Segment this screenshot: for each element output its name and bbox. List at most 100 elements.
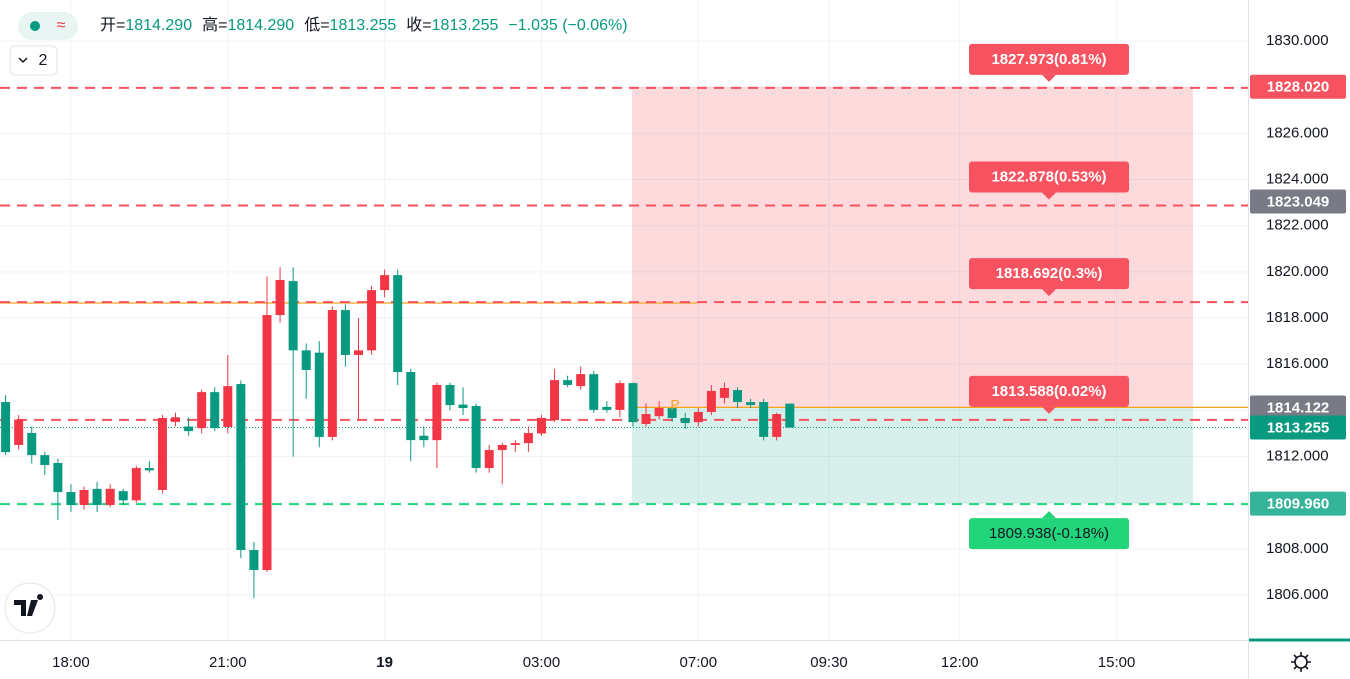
zone	[632, 86, 1193, 408]
candle-body	[667, 408, 677, 418]
candle-body	[157, 417, 167, 490]
candle-body	[249, 549, 259, 571]
ohlc-header: 开=1814.290 高=1814.290 低=1813.255 收=1813.255…	[100, 16, 628, 34]
candle-body	[497, 444, 507, 451]
candle-body	[445, 384, 455, 406]
y-tick-label: 1816.000	[1266, 355, 1329, 372]
x-tick-label: 19	[376, 654, 393, 671]
candle-body	[654, 408, 664, 417]
x-tick-label: 09:30	[810, 654, 848, 671]
candle-body	[1, 402, 11, 453]
candle-body	[746, 402, 756, 406]
target-pointer	[1042, 74, 1056, 82]
target-bubble	[969, 375, 1129, 407]
candle-body	[367, 290, 377, 351]
candle-body	[327, 309, 337, 437]
y-tick-label: 1826.000	[1266, 124, 1329, 141]
y-tick-label: 1806.000	[1266, 586, 1329, 603]
zone	[632, 407, 1193, 504]
candle-body	[275, 279, 285, 316]
candle-body	[628, 383, 638, 423]
candle-body	[171, 417, 181, 422]
y-tick-label: 1830.000	[1266, 32, 1329, 49]
time-axis: 18:00 21:00 19 03:00 07:00 09:30 12:00 15:00	[52, 654, 1135, 671]
candle-body	[733, 390, 743, 403]
candle-body	[772, 414, 782, 437]
x-tick-label: 12:00	[941, 654, 979, 671]
y-tick-label: 1808.000	[1266, 540, 1329, 557]
candle-body	[393, 275, 403, 373]
ohlc-label: 高=	[202, 16, 227, 34]
price-tag	[1250, 491, 1346, 516]
candle-body	[262, 315, 272, 571]
candle-body	[53, 462, 63, 493]
candle-body	[301, 350, 311, 370]
target-label: 1818.692(0.3%)	[996, 265, 1103, 282]
candle-body	[105, 488, 115, 505]
price-tag-label: 1828.020	[1267, 79, 1330, 96]
target-pointer	[1042, 289, 1056, 297]
candle-body	[563, 380, 573, 385]
candle-body	[92, 488, 102, 505]
zones	[632, 86, 1193, 504]
candle-body	[719, 387, 729, 398]
status-pill[interactable]	[18, 12, 78, 40]
target-bubble	[969, 258, 1129, 290]
candle-body	[288, 281, 298, 351]
ohlc-value: 1814.290	[227, 17, 294, 34]
candle-body	[576, 374, 586, 387]
lines	[0, 86, 1248, 506]
y-tick-label: 1824.000	[1266, 171, 1329, 188]
y-tick-label: 1822.000	[1266, 217, 1329, 234]
price-tag	[1250, 395, 1346, 420]
x-tick-label: 18:00	[52, 654, 90, 671]
overlays: 1827.973(0.81%) 1822.878(0.53%) 1818.692(0…	[969, 43, 1129, 550]
candle-body	[458, 404, 468, 409]
status-dot	[30, 21, 40, 31]
target-pointer	[1042, 511, 1056, 519]
candle-body	[131, 468, 141, 501]
target-bubble	[969, 161, 1129, 193]
settings-spokes	[1291, 652, 1311, 672]
candle-body	[615, 383, 625, 410]
candle-body	[419, 435, 429, 441]
price-tag-label: 1814.122	[1267, 400, 1330, 417]
candle-body	[340, 309, 350, 355]
ohlc-label: 收=	[406, 16, 431, 34]
marker: P	[670, 397, 679, 413]
candle-body	[380, 275, 390, 291]
target-bubble	[969, 43, 1129, 75]
candle-body	[484, 450, 494, 469]
x-tick-label: 03:00	[523, 654, 561, 671]
candle-body	[79, 489, 89, 505]
price-tag	[1250, 74, 1346, 99]
ohlc-value: 1813.255	[432, 17, 499, 34]
candle-body	[693, 411, 703, 423]
candles	[1, 267, 795, 598]
target-label: 1813.588(0.02%)	[991, 383, 1106, 400]
price-tag-label: 1823.049	[1267, 193, 1330, 210]
target-label: 1827.973(0.81%)	[991, 51, 1106, 68]
candle-body	[602, 406, 612, 410]
target-pointer	[1042, 192, 1056, 200]
candle-body	[759, 402, 769, 437]
candle-body	[641, 414, 651, 424]
candle-body	[706, 390, 716, 412]
target-label: 1822.878(0.53%)	[991, 168, 1106, 185]
candle-body	[510, 443, 520, 445]
candle-body	[144, 468, 154, 471]
x-tick-label: 15:00	[1098, 654, 1136, 671]
candle-body	[785, 403, 795, 428]
candle-body	[223, 386, 233, 427]
candle-body	[523, 432, 533, 444]
candle-body	[40, 455, 50, 466]
price-tag	[1250, 189, 1346, 214]
ohlc-value: 1813.255	[330, 17, 397, 34]
price-axis: 1806.0001808.0001810.0001812.0001814.000…	[1250, 32, 1346, 603]
price-tag-label: 1809.960	[1267, 496, 1330, 513]
candle-body	[210, 392, 220, 429]
candle-body	[27, 432, 37, 456]
y-tick-label: 1820.000	[1266, 263, 1329, 280]
indicator-toggle[interactable]	[9, 45, 58, 76]
